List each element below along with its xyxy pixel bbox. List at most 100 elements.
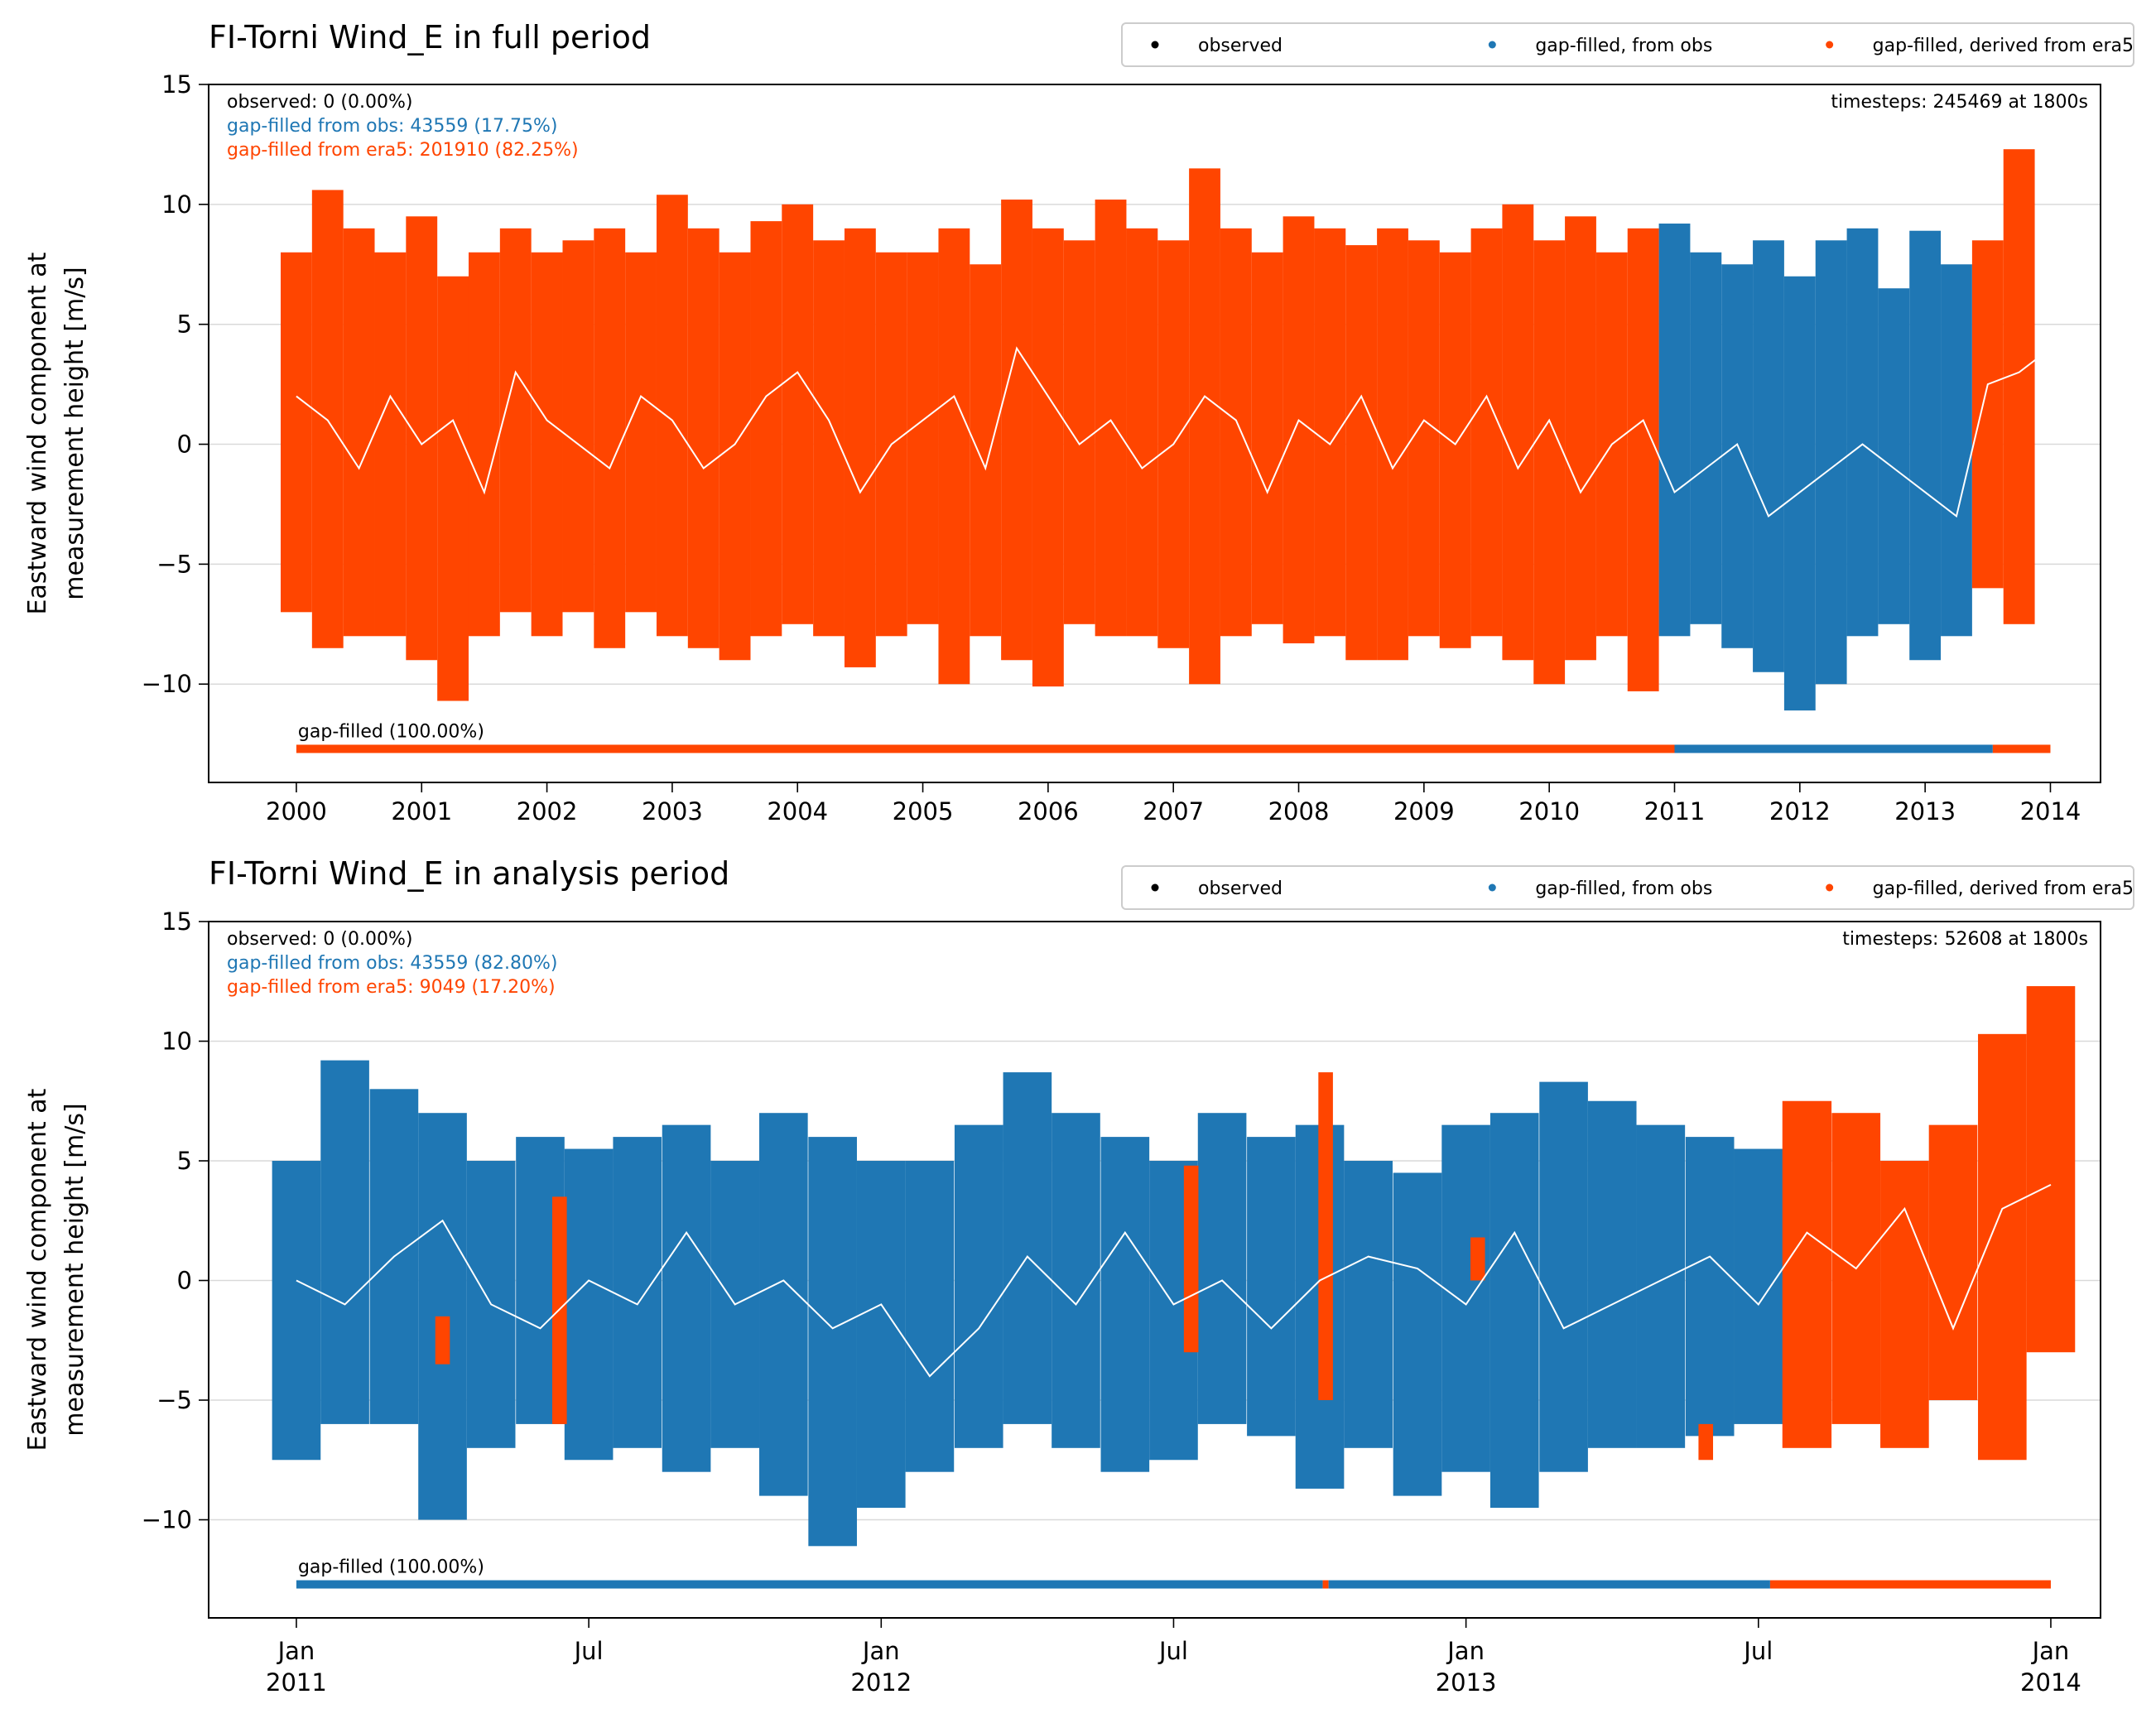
data-range — [1470, 1237, 1485, 1281]
data-range — [1251, 252, 1283, 624]
corner-note: timesteps: 245469 at 1800s — [1831, 92, 2088, 113]
data-range — [564, 1148, 614, 1461]
x-tick-label: 2011 — [1644, 797, 1706, 825]
data-range — [1698, 1423, 1714, 1461]
x-tick-label: 2005 — [893, 797, 954, 825]
data-range — [281, 252, 312, 613]
x-tick-label: 2009 — [1393, 797, 1455, 825]
y-tick-label: 10 — [161, 1028, 192, 1056]
data-range — [1345, 245, 1378, 661]
coverage-segment — [1674, 744, 1993, 753]
data-range — [2003, 149, 2035, 624]
data-range — [662, 1124, 711, 1472]
data-range — [1001, 200, 1032, 661]
data-range — [1627, 228, 1659, 691]
data-range — [656, 195, 688, 637]
data-range — [954, 1124, 1003, 1448]
y-tick-label: 15 — [161, 70, 192, 99]
annotation: gap-filled from era5: 9049 (17.20%) — [227, 977, 556, 998]
data-range — [1470, 228, 1503, 637]
annotation: observed: 0 (0.00%) — [227, 92, 412, 113]
y-tick-label: 15 — [161, 907, 192, 936]
data-range — [1439, 252, 1471, 648]
data-range — [1690, 252, 1722, 624]
axes-frame — [208, 921, 2101, 1619]
data-range — [1783, 276, 1816, 711]
x-tick-label: 2012 — [1769, 797, 1831, 825]
x-tick-label: 2008 — [1268, 797, 1330, 825]
data-range — [856, 1161, 906, 1509]
data-range — [1658, 224, 1691, 637]
x-tick-label: Jan 2013 — [1435, 1637, 1497, 1697]
data-range — [1815, 240, 1847, 685]
coverage-label: gap-filled (100.00%) — [298, 1557, 484, 1578]
data-range — [311, 190, 344, 648]
data-range — [1533, 240, 1566, 685]
data-range — [1880, 1161, 1929, 1448]
x-tick-label: Jul — [1744, 1637, 1773, 1665]
coverage-segment — [1769, 1580, 2051, 1589]
x-tick-label: Jan 2012 — [850, 1637, 912, 1697]
data-range — [905, 1161, 955, 1472]
coverage-label: gap-filled (100.00%) — [298, 721, 484, 742]
x-tick-label: 2010 — [1518, 797, 1580, 825]
data-range — [1032, 228, 1064, 687]
annotation: gap-filled from obs: 43559 (82.80%) — [227, 953, 557, 974]
legend-label: gap-filled, derived from era5 — [1873, 36, 2134, 56]
data-range — [1489, 1113, 1539, 1509]
coverage-segment — [296, 744, 1675, 753]
x-tick-label: 2014 — [2020, 797, 2081, 825]
data-range — [625, 252, 657, 613]
x-tick-label: 2000 — [266, 797, 327, 825]
x-tick-label: 2007 — [1143, 797, 1204, 825]
data-range — [808, 1137, 857, 1547]
y-axis-label: Eastward wind component at — [23, 1088, 52, 1451]
data-range — [1721, 264, 1754, 648]
data-range — [1941, 264, 1972, 637]
x-tick-label: 2002 — [517, 797, 578, 825]
annotation: gap-filled from obs: 43559 (17.75%) — [227, 116, 557, 137]
data-range — [813, 240, 845, 637]
data-range — [1283, 216, 1315, 643]
data-range — [750, 221, 782, 637]
data-range — [759, 1113, 808, 1496]
data-range — [719, 252, 751, 661]
x-tick-label: 2013 — [1894, 797, 1956, 825]
data-range — [1909, 230, 1942, 661]
coverage-segment — [1992, 744, 2051, 753]
data-range — [1587, 1100, 1637, 1448]
legend-marker — [1488, 883, 1496, 892]
annotation: observed: 0 (0.00%) — [227, 929, 412, 950]
data-range — [1318, 1072, 1333, 1401]
data-range — [499, 228, 532, 613]
data-range — [1393, 1172, 1442, 1496]
data-range — [1063, 240, 1095, 624]
data-range — [374, 252, 407, 637]
data-range — [1846, 228, 1879, 637]
x-tick-label: Jul — [1158, 1637, 1188, 1665]
data-range — [687, 228, 719, 648]
legend-label: gap-filled, from obs — [1535, 36, 1712, 56]
data-range — [1247, 1137, 1296, 1437]
mean-line — [296, 346, 2052, 518]
y-tick-label: 5 — [177, 310, 192, 339]
data-range — [1928, 1124, 1978, 1401]
data-range — [970, 264, 1002, 637]
legend-marker — [1151, 41, 1159, 49]
y-axis-label: measurement height [m/s] — [60, 267, 89, 599]
data-range — [1685, 1137, 1735, 1437]
data-range — [1971, 240, 2004, 589]
data-range — [1344, 1161, 1393, 1448]
y-tick-label: −5 — [156, 1386, 192, 1414]
data-range — [2026, 986, 2076, 1353]
data-range — [1441, 1124, 1490, 1472]
x-tick-label: Jul — [574, 1637, 604, 1665]
data-range — [844, 228, 876, 667]
legend-label: gap-filled, derived from era5 — [1873, 878, 2134, 899]
data-range — [1636, 1124, 1686, 1448]
data-range — [435, 1316, 450, 1365]
legend-marker — [1826, 883, 1834, 892]
data-range — [468, 252, 500, 637]
data-range — [1502, 204, 1534, 661]
